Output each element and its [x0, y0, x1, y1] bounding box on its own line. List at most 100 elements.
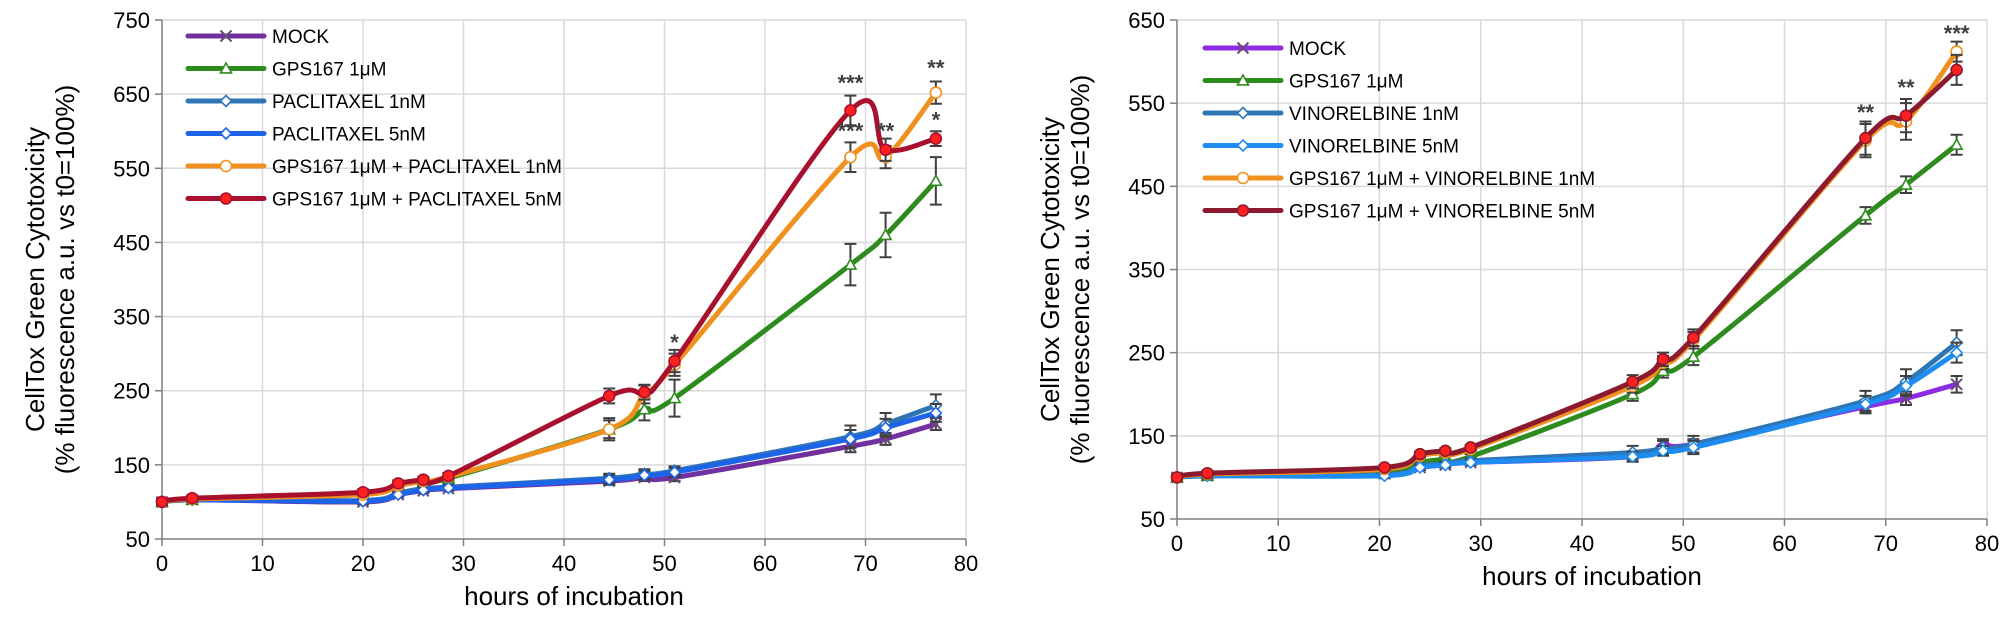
- legend-swatch-marker: [219, 126, 233, 141]
- data-point: [356, 485, 370, 499]
- y-axis-title-line2: (% fluorescence a.u. vs t0=100%): [50, 85, 80, 474]
- series-line: [1174, 142, 1960, 480]
- data-point: [668, 354, 681, 368]
- data-point: [602, 422, 616, 436]
- y-tick-label: 50: [1141, 507, 1165, 532]
- data-point: [1463, 455, 1478, 470]
- data-point: [602, 389, 616, 403]
- legend-entry-label: GPS167 1μM + VINORELBINE 5nM: [1289, 202, 1595, 223]
- data-point: [928, 173, 943, 187]
- x-tick-label: 40: [552, 551, 576, 576]
- series-line: [1174, 381, 1960, 480]
- significance-annotation: **: [1857, 100, 1875, 125]
- y-tick-label: 150: [113, 453, 150, 478]
- data-point: [391, 487, 405, 502]
- data-point: [844, 104, 857, 117]
- significance-annotation: ***: [1944, 21, 1970, 46]
- data-point: [878, 421, 893, 435]
- y-tick-label: 450: [113, 230, 150, 255]
- data-point: [1170, 471, 1184, 484]
- legend-entry-label: VINORELBINE 5nM: [1289, 137, 1459, 158]
- legend-swatch-marker: [219, 159, 233, 173]
- data-point: [1439, 444, 1452, 458]
- x-tick-label: 70: [1874, 531, 1898, 556]
- legend-swatch-marker: [1236, 41, 1250, 55]
- y-tick-label: 350: [113, 305, 150, 330]
- data-point: [1859, 131, 1872, 145]
- data-point: [878, 227, 893, 241]
- x-tick-label: 50: [1671, 531, 1695, 556]
- series-4: [1170, 341, 1964, 485]
- series-6: [155, 94, 943, 509]
- legend-entry-label: MOCK: [272, 27, 329, 48]
- x-tick-label: 80: [1975, 531, 1999, 556]
- x-axis-title: hours of incubation: [1482, 561, 1702, 591]
- x-tick-label: 0: [156, 551, 168, 576]
- data-point: [602, 473, 616, 487]
- data-point: [929, 132, 943, 145]
- x-tick-label: 50: [652, 551, 676, 576]
- legend-entry-label: GPS167 1μM + VINORELBINE 1nM: [1289, 169, 1595, 190]
- data-point: [1858, 208, 1873, 221]
- data-point: [667, 390, 682, 404]
- data-point: [1949, 137, 1964, 150]
- legend-entry-label: GPS167 1μM: [272, 60, 386, 81]
- x-tick-label: 10: [1266, 531, 1290, 556]
- legend-swatch-marker: [1236, 171, 1250, 185]
- chart-vinorelbine: 0 10 20 30 40 50 60 70 80 50 150 250 350 450 550 650 hou…: [1035, 8, 1999, 591]
- data-point: [416, 483, 430, 497]
- y-tick-label: 50: [126, 527, 150, 552]
- gridlines: [1177, 19, 1988, 519]
- legend-swatch-marker: [1236, 106, 1250, 120]
- y-tick-label: 450: [1128, 174, 1165, 199]
- data-point: [442, 469, 455, 483]
- data-point: [1413, 460, 1427, 475]
- y-tick-label: 650: [1128, 8, 1165, 33]
- data-point: [1899, 177, 1913, 190]
- data-point: [1950, 63, 1963, 77]
- series-line: [1174, 67, 1960, 480]
- y-tick-label: 250: [1128, 341, 1165, 366]
- x-tick-label: 70: [853, 551, 877, 576]
- y-tick-label: 650: [113, 82, 150, 107]
- data-point: [1378, 461, 1391, 474]
- legend-entry-label: PACLITAXEL 5nM: [272, 125, 426, 146]
- data-point: [1686, 349, 1701, 363]
- data-point: [391, 477, 405, 490]
- data-point: [1464, 441, 1477, 454]
- significance-annotation: **: [1897, 75, 1915, 100]
- legend-entry-label: GPS167 1μM + PACLITAXEL 5nM: [272, 190, 562, 211]
- legend-swatch-marker: [1236, 138, 1250, 153]
- x-tick-label: 40: [1570, 531, 1594, 556]
- data-point: [1438, 458, 1452, 472]
- legend-entry-label: PACLITAXEL 1nM: [272, 92, 426, 113]
- data-point: [1686, 440, 1701, 455]
- y-tick-label: 750: [113, 8, 150, 33]
- significance-annotation: ***: [838, 119, 864, 144]
- data-point: [1899, 379, 1913, 393]
- legend-entry-label: VINORELBINE 1nM: [1289, 104, 1459, 125]
- x-tick-label: 0: [1171, 531, 1183, 556]
- data-point: [638, 385, 651, 399]
- data-point: [1413, 447, 1427, 461]
- data-point: [1949, 346, 1964, 360]
- x-tick-label: 20: [1367, 531, 1391, 556]
- series-4: [155, 403, 943, 509]
- significance-annotation: *: [932, 108, 941, 133]
- y-tick-label: 550: [113, 156, 150, 181]
- x-tick-label: 30: [1469, 531, 1493, 556]
- y-axis-title-line2: (% fluorescence a.u. vs t0=100%): [1065, 75, 1095, 464]
- data-point: [637, 402, 652, 415]
- legend: MOCK GPS167 1μM VINORELBINE 1nM VINORELBINE…: [1202, 39, 1595, 223]
- x-tick-label: 30: [451, 551, 475, 576]
- data-point: [441, 481, 456, 495]
- data-point: [929, 406, 943, 420]
- gridlines: [162, 19, 967, 539]
- y-tick-label: 250: [113, 379, 150, 404]
- y-tick-label: 550: [1128, 91, 1165, 116]
- legend-entry-label: GPS167 1μM: [1289, 72, 1403, 93]
- legend-swatch-marker: [219, 94, 233, 108]
- data-point: [929, 417, 943, 431]
- x-tick-label: 80: [954, 551, 978, 576]
- data-point: [879, 143, 892, 157]
